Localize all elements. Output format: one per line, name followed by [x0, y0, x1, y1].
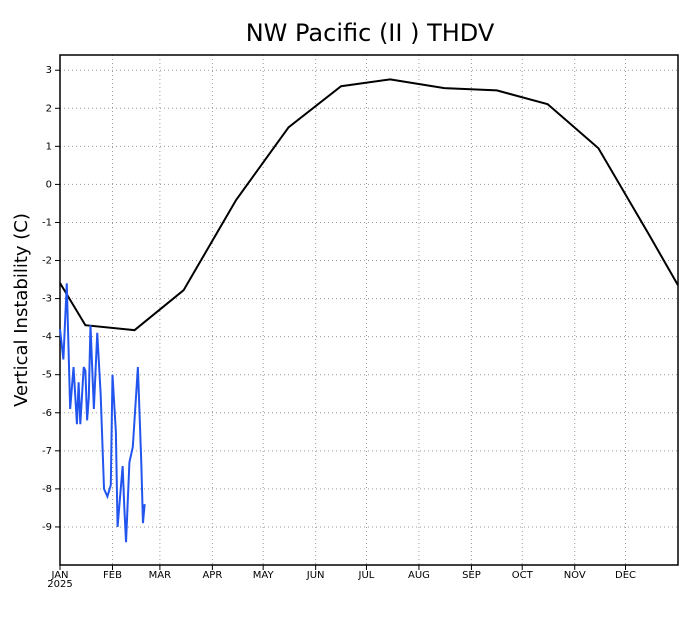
y-tick-label: -3	[42, 294, 52, 305]
y-axis-label: Vertical Instability (C)	[11, 213, 32, 407]
plot-frame	[59, 54, 679, 566]
chart-title: NW Pacific (II ) THDV	[246, 19, 495, 47]
x-tick-label: FEB	[103, 570, 122, 581]
x-tick-label: SEP	[462, 570, 481, 581]
y-tick-label: -8	[42, 484, 52, 495]
x-tick-label: JUN	[306, 570, 325, 581]
y-tick-label: 0	[46, 179, 52, 190]
series-line	[59, 78, 679, 332]
series-line	[59, 283, 146, 543]
y-tick-label: -7	[42, 446, 52, 457]
x-tick-label: DEC	[615, 570, 636, 581]
x-tick-label: NOV	[564, 570, 586, 581]
x-tick-label: JUL	[358, 570, 375, 581]
x-tick-label: AUG	[408, 570, 430, 581]
y-tick-label: 1	[46, 141, 52, 152]
y-tick-label: -9	[42, 522, 52, 533]
x-tick-label: JAN	[50, 570, 68, 581]
y-tick-label: -2	[42, 256, 52, 267]
y-tick-label: -6	[42, 408, 52, 419]
x-tick-label: OCT	[512, 570, 534, 581]
y-tick-label: -4	[42, 332, 52, 343]
x-tick-label: MAY	[253, 570, 275, 581]
x-tick-label: MAR	[149, 570, 171, 581]
y-tick-label: -1	[42, 217, 52, 228]
y-tick-label: 2	[46, 103, 52, 114]
y-tick-label: 3	[46, 65, 52, 76]
x-axis-year: 2025	[47, 579, 72, 590]
y-tick-label: -5	[42, 370, 52, 381]
x-tick-label: APR	[202, 570, 222, 581]
